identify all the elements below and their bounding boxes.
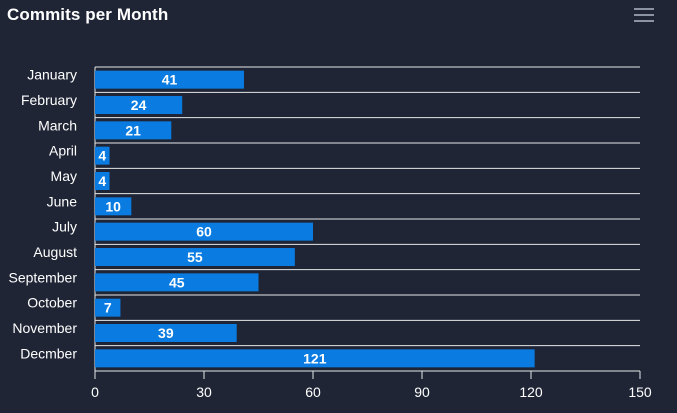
x-tick-label: 0	[91, 384, 99, 400]
category-label: January	[27, 67, 77, 83]
category-label: October	[27, 295, 77, 311]
bar-march[interactable]	[95, 121, 172, 140]
category-label: April	[49, 143, 77, 159]
data-label-october: 7	[104, 300, 112, 316]
bar-may[interactable]	[95, 172, 110, 190]
category-label: June	[47, 193, 78, 209]
bar-april[interactable]	[95, 146, 110, 165]
data-label-january: 41	[162, 72, 178, 88]
x-axis-ticks: 0 30 60 90 120 150	[91, 371, 652, 400]
category-label: Decmber	[20, 345, 77, 361]
bar-july[interactable]	[95, 222, 313, 241]
data-label-april: 4	[98, 148, 106, 164]
bar-february[interactable]	[95, 96, 183, 114]
bar-november[interactable]	[95, 324, 237, 342]
category-label: November	[12, 320, 77, 336]
x-tick-label: 120	[519, 384, 543, 400]
bar-january[interactable]	[95, 70, 244, 89]
x-tick-label: 90	[414, 384, 430, 400]
category-label: September	[9, 269, 78, 285]
chart-title: Commits per Month	[7, 5, 169, 24]
data-label-may: 4	[98, 173, 106, 189]
data-label-decmber: 121	[303, 350, 327, 366]
data-label-march: 21	[125, 122, 141, 138]
category-label: March	[38, 117, 77, 133]
bar-june[interactable]	[95, 197, 132, 216]
data-label-november: 39	[158, 325, 174, 341]
x-tick-label: 30	[196, 384, 212, 400]
category-labels: January February March April May June July Augu…	[9, 67, 78, 362]
grid-lines	[94, 66, 640, 372]
bar-august[interactable]	[95, 248, 295, 266]
x-tick-label: 60	[305, 384, 321, 400]
bar-october[interactable]	[95, 298, 121, 317]
hamburger-menu-icon[interactable]	[634, 8, 654, 22]
category-label: August	[33, 244, 77, 260]
x-tick-label: 150	[628, 384, 652, 400]
data-label-june: 10	[105, 198, 121, 214]
bar-september[interactable]	[95, 273, 259, 292]
data-label-september: 45	[169, 274, 185, 290]
category-label: July	[52, 219, 77, 235]
data-label-february: 24	[131, 97, 147, 113]
category-label: February	[21, 92, 77, 108]
data-label-august: 55	[187, 249, 203, 265]
bar-decmber[interactable]	[95, 349, 535, 368]
data-label-july: 60	[196, 224, 212, 240]
category-label: May	[51, 168, 77, 184]
